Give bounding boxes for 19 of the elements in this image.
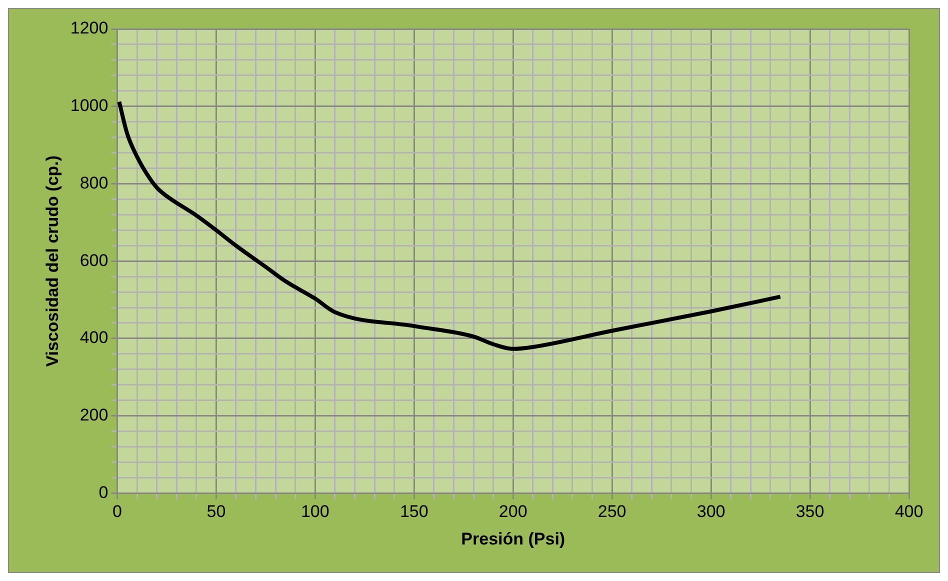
y-tick-label: 600	[80, 250, 108, 270]
x-tick-label: 50	[206, 502, 226, 522]
y-tick-label: 400	[80, 328, 108, 348]
x-tick-label: 400	[894, 502, 924, 522]
y-tick-label: 0	[98, 482, 108, 502]
x-tick-label: 150	[400, 502, 428, 522]
y-tick-label: 1200	[70, 18, 108, 38]
x-tick-label: 300	[696, 502, 726, 522]
x-tick-label: 350	[796, 502, 824, 522]
x-tick-label: 250	[598, 502, 626, 522]
x-axis-title: Presión (Psi)	[461, 529, 566, 548]
y-axis-title: Viscosidad del crudo (cp.)	[42, 155, 62, 367]
x-tick-label: 200	[498, 502, 528, 522]
y-tick-label: 1000	[70, 96, 108, 116]
x-tick-label: 100	[300, 502, 330, 522]
x-tick-label: 0	[112, 502, 122, 522]
line-series	[117, 100, 782, 351]
y-tick-label: 200	[80, 406, 108, 425]
y-tick-label: 800	[80, 173, 108, 192]
